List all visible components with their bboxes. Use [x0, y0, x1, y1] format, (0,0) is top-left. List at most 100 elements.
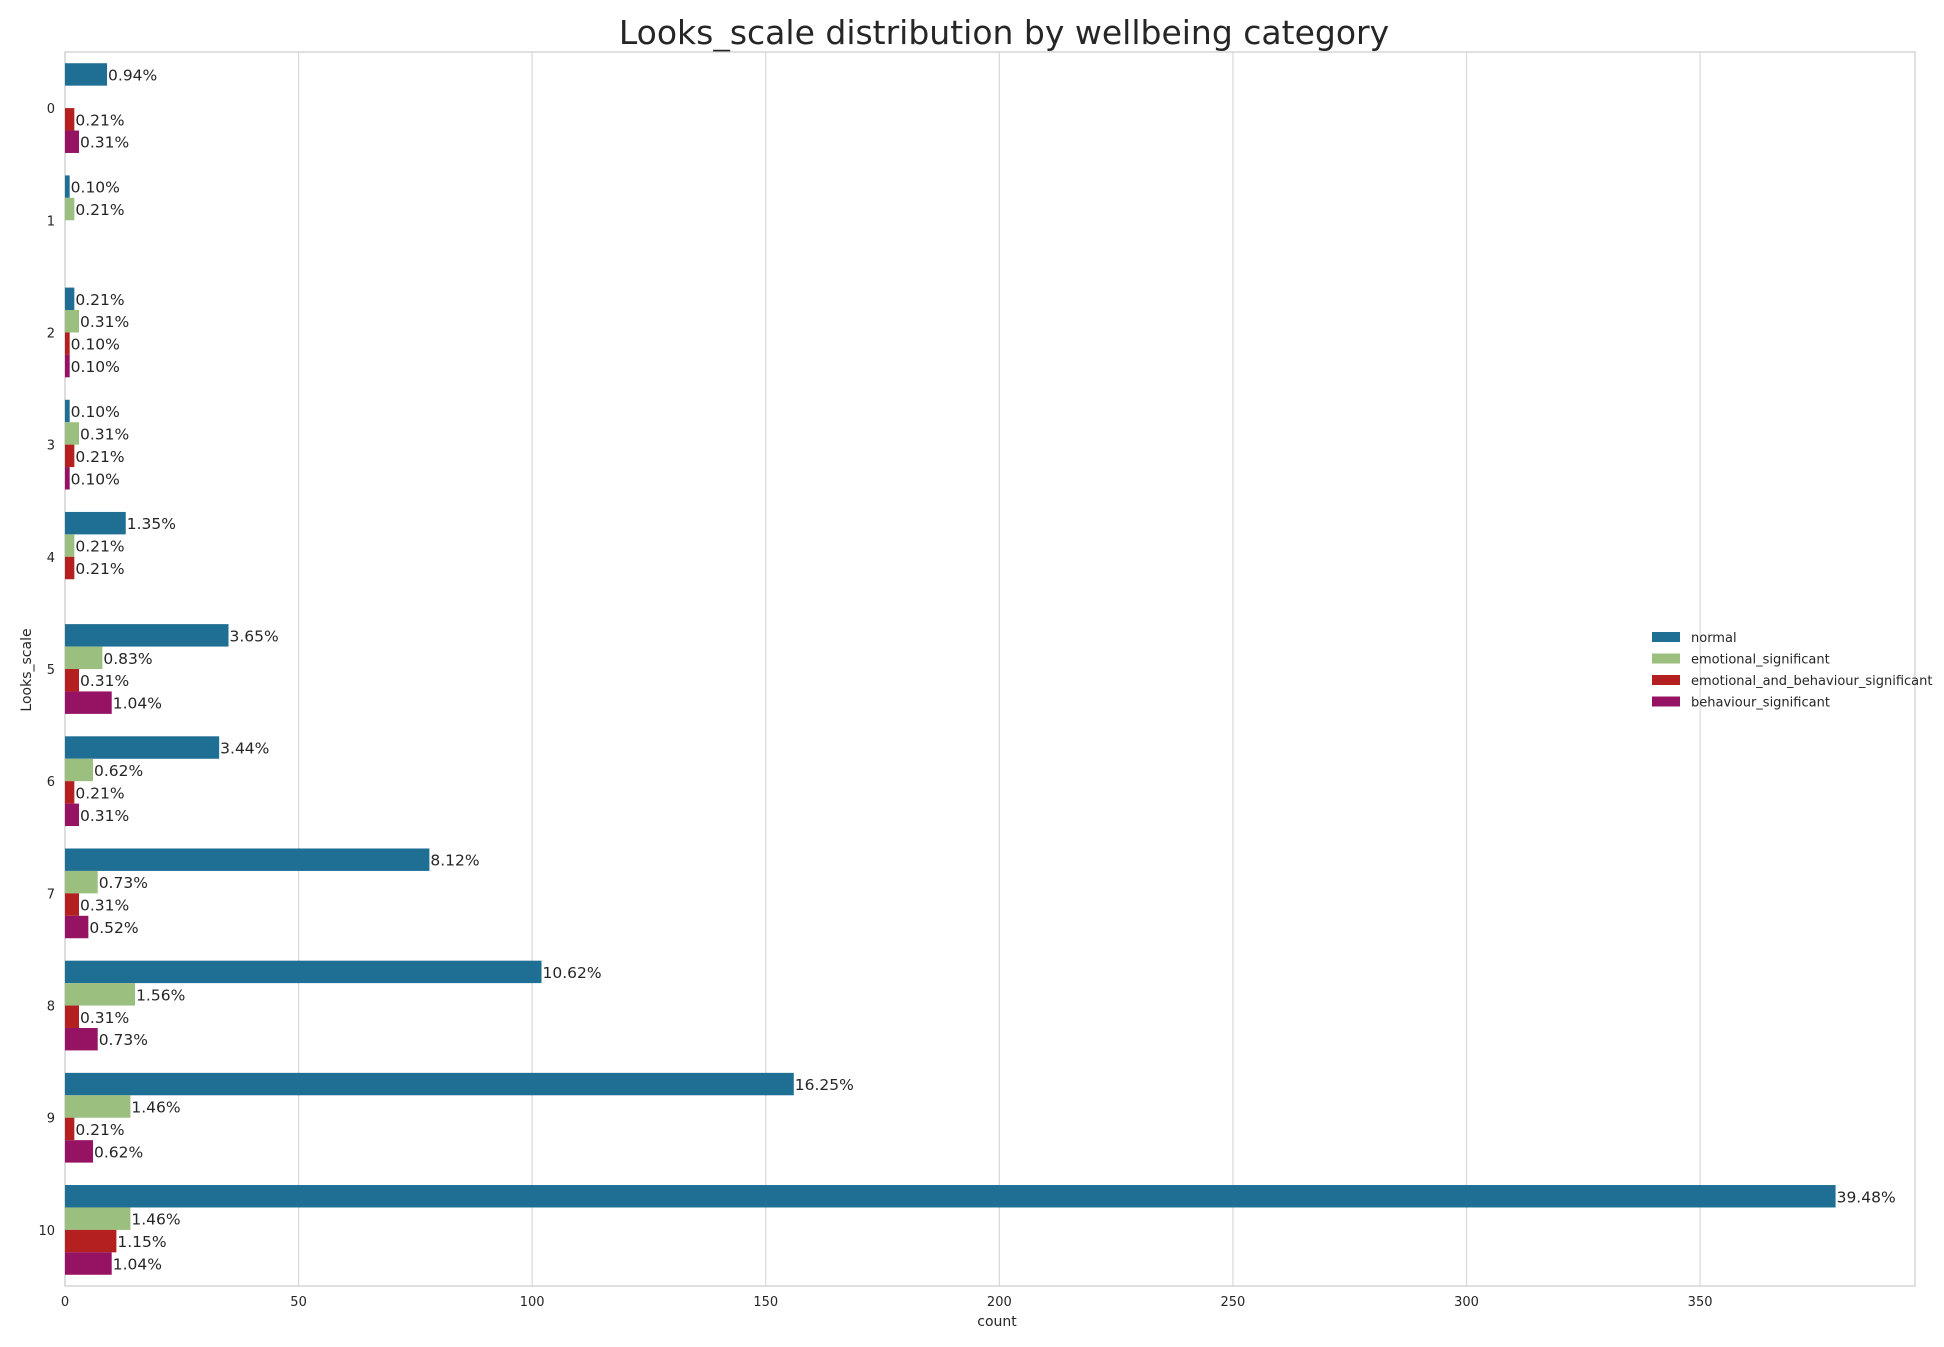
bar-behaviour_significant-8: [65, 1027, 98, 1051]
bar-emotional_significant-9: [65, 1095, 131, 1118]
x-tick-label: 200: [987, 1295, 1012, 1310]
bar-data-label: 1.46%: [131, 1211, 180, 1229]
x-tick-label: 150: [753, 1295, 778, 1310]
bar-emotional_significant-3: [65, 422, 80, 445]
bar-data-label: 0.62%: [94, 762, 143, 780]
bar-data-label: 0.21%: [75, 201, 124, 219]
bar-data-label: 0.10%: [71, 470, 120, 488]
bar-emotional_significant-2: [65, 310, 80, 333]
bar-emotional_and_behaviour_significant-8: [65, 1005, 80, 1028]
bar-data-label: 16.25%: [795, 1076, 854, 1094]
legend-label-emotional_and_behaviour_significant: emotional_and_behaviour_significant: [1691, 674, 1932, 689]
bar-normal-7: [65, 848, 430, 871]
y-tick-label: 6: [47, 775, 55, 790]
legend-label-behaviour_significant: behaviour_significant: [1691, 696, 1830, 711]
bar-data-label: 0.10%: [71, 358, 120, 376]
y-tick-label: 5: [47, 663, 55, 678]
bar-behaviour_significant-10: [65, 1252, 112, 1275]
bar-behaviour_significant-9: [65, 1140, 94, 1163]
bar-emotional_and_behaviour_significant-2: [65, 332, 70, 355]
bars-layer: 0.94% 0.10% 0.21% 0.10% 1.35% 3.65% 3.44% 8.12%…: [65, 63, 1896, 1275]
bar-data-label: 0.62%: [94, 1143, 143, 1161]
bar-behaviour_significant-7: [65, 915, 89, 939]
legend-swatch-normal: [1652, 632, 1680, 642]
bar-emotional_and_behaviour_significant-10: [65, 1229, 117, 1253]
x-axis-label: count: [977, 1314, 1017, 1330]
bar-emotional_significant-6: [65, 758, 94, 782]
legend: normal emotional_significant emotional_and…: [1652, 631, 1932, 711]
bar-data-label: 0.10%: [71, 403, 120, 421]
bar-emotional_and_behaviour_significant-5: [65, 669, 80, 692]
bar-data-label: 0.21%: [75, 560, 124, 578]
bar-data-label: 0.21%: [75, 1121, 124, 1139]
bar-normal-10: [65, 1185, 1836, 1208]
bar-data-label: 0.73%: [99, 874, 148, 892]
bar-data-label: 0.21%: [75, 448, 124, 466]
bar-normal-6: [65, 736, 220, 759]
bar-data-label: 0.10%: [71, 179, 120, 197]
bar-data-label: 1.35%: [127, 515, 176, 533]
bar-data-label: 0.21%: [75, 784, 124, 802]
legend-label-emotional_significant: emotional_significant: [1691, 653, 1830, 668]
bar-data-label: 1.15%: [117, 1233, 166, 1251]
bar-normal-9: [65, 1072, 794, 1096]
bar-data-label: 1.04%: [113, 1256, 162, 1274]
y-tick-label: 4: [47, 551, 55, 566]
x-tick-label: 350: [1688, 1295, 1713, 1310]
y-tick-label: 9: [47, 1112, 55, 1127]
legend-swatch-emotional_and_behaviour_significant: [1652, 675, 1680, 685]
x-axis-ticks: 0 50 100 150 200 250 300 350: [61, 1295, 1713, 1310]
y-tick-label: 10: [38, 1224, 55, 1239]
bar-emotional_and_behaviour_significant-6: [65, 781, 75, 804]
bar-emotional_and_behaviour_significant-9: [65, 1117, 75, 1141]
bar-normal-3: [65, 399, 70, 423]
bar-emotional_and_behaviour_significant-0: [65, 108, 75, 131]
bar-data-label: 1.56%: [136, 986, 185, 1004]
bar-behaviour_significant-2: [65, 354, 70, 378]
bar-data-label: 3.44%: [220, 740, 269, 758]
legend-label-normal: normal: [1691, 631, 1737, 646]
bar-normal-1: [65, 175, 70, 198]
bar-normal-0: [65, 63, 108, 86]
bar-normal-2: [65, 287, 75, 311]
bar-behaviour_significant-6: [65, 803, 80, 827]
y-tick-label: 2: [47, 326, 55, 341]
bar-emotional_significant-5: [65, 646, 103, 669]
bar-data-label: 0.21%: [75, 538, 124, 556]
bar-data-label: 0.31%: [80, 672, 129, 690]
bar-behaviour_significant-0: [65, 130, 80, 153]
bar-emotional_significant-1: [65, 197, 75, 221]
bar-normal-4: [65, 511, 126, 535]
bar-data-label: 0.31%: [80, 1009, 129, 1027]
bar-data-label: 0.31%: [80, 313, 129, 331]
y-axis-label: Looks_scale: [19, 628, 35, 711]
bar-normal-8: [65, 960, 542, 984]
y-axis-ticks: 0 1 2 3 4 5 6 7 8 9 10: [38, 102, 55, 1239]
x-tick-label: 250: [1221, 1295, 1246, 1310]
bar-data-label: 1.46%: [131, 1099, 180, 1117]
bar-emotional_and_behaviour_significant-7: [65, 893, 80, 916]
chart-title: Looks_scale distribution by wellbeing ca…: [619, 13, 1389, 52]
bar-emotional_and_behaviour_significant-4: [65, 556, 75, 580]
bar-data-label: 0.10%: [71, 336, 120, 354]
bar-data-label: 0.83%: [103, 650, 152, 668]
bar-data-label: 39.48%: [1837, 1188, 1896, 1206]
y-tick-label: 3: [47, 439, 55, 454]
bar-data-label: 0.31%: [80, 897, 129, 915]
bar-emotional_significant-10: [65, 1207, 131, 1230]
x-tick-label: 50: [290, 1295, 307, 1310]
bar-emotional_significant-7: [65, 870, 98, 894]
legend-swatch-emotional_significant: [1652, 653, 1680, 664]
bar-normal-5: [65, 624, 229, 647]
bar-data-label: 0.31%: [80, 134, 129, 152]
bar-data-label: 1.04%: [113, 695, 162, 713]
y-tick-label: 8: [47, 1000, 55, 1015]
bar-behaviour_significant-5: [65, 691, 112, 714]
bar-data-label: 0.73%: [99, 1031, 148, 1049]
bar-emotional_significant-4: [65, 534, 75, 557]
bar-data-label: 0.21%: [75, 291, 124, 309]
grid-lines: [64, 52, 1701, 1286]
bar-data-label: 0.52%: [89, 919, 138, 937]
bar-data-label: 10.62%: [543, 964, 602, 982]
